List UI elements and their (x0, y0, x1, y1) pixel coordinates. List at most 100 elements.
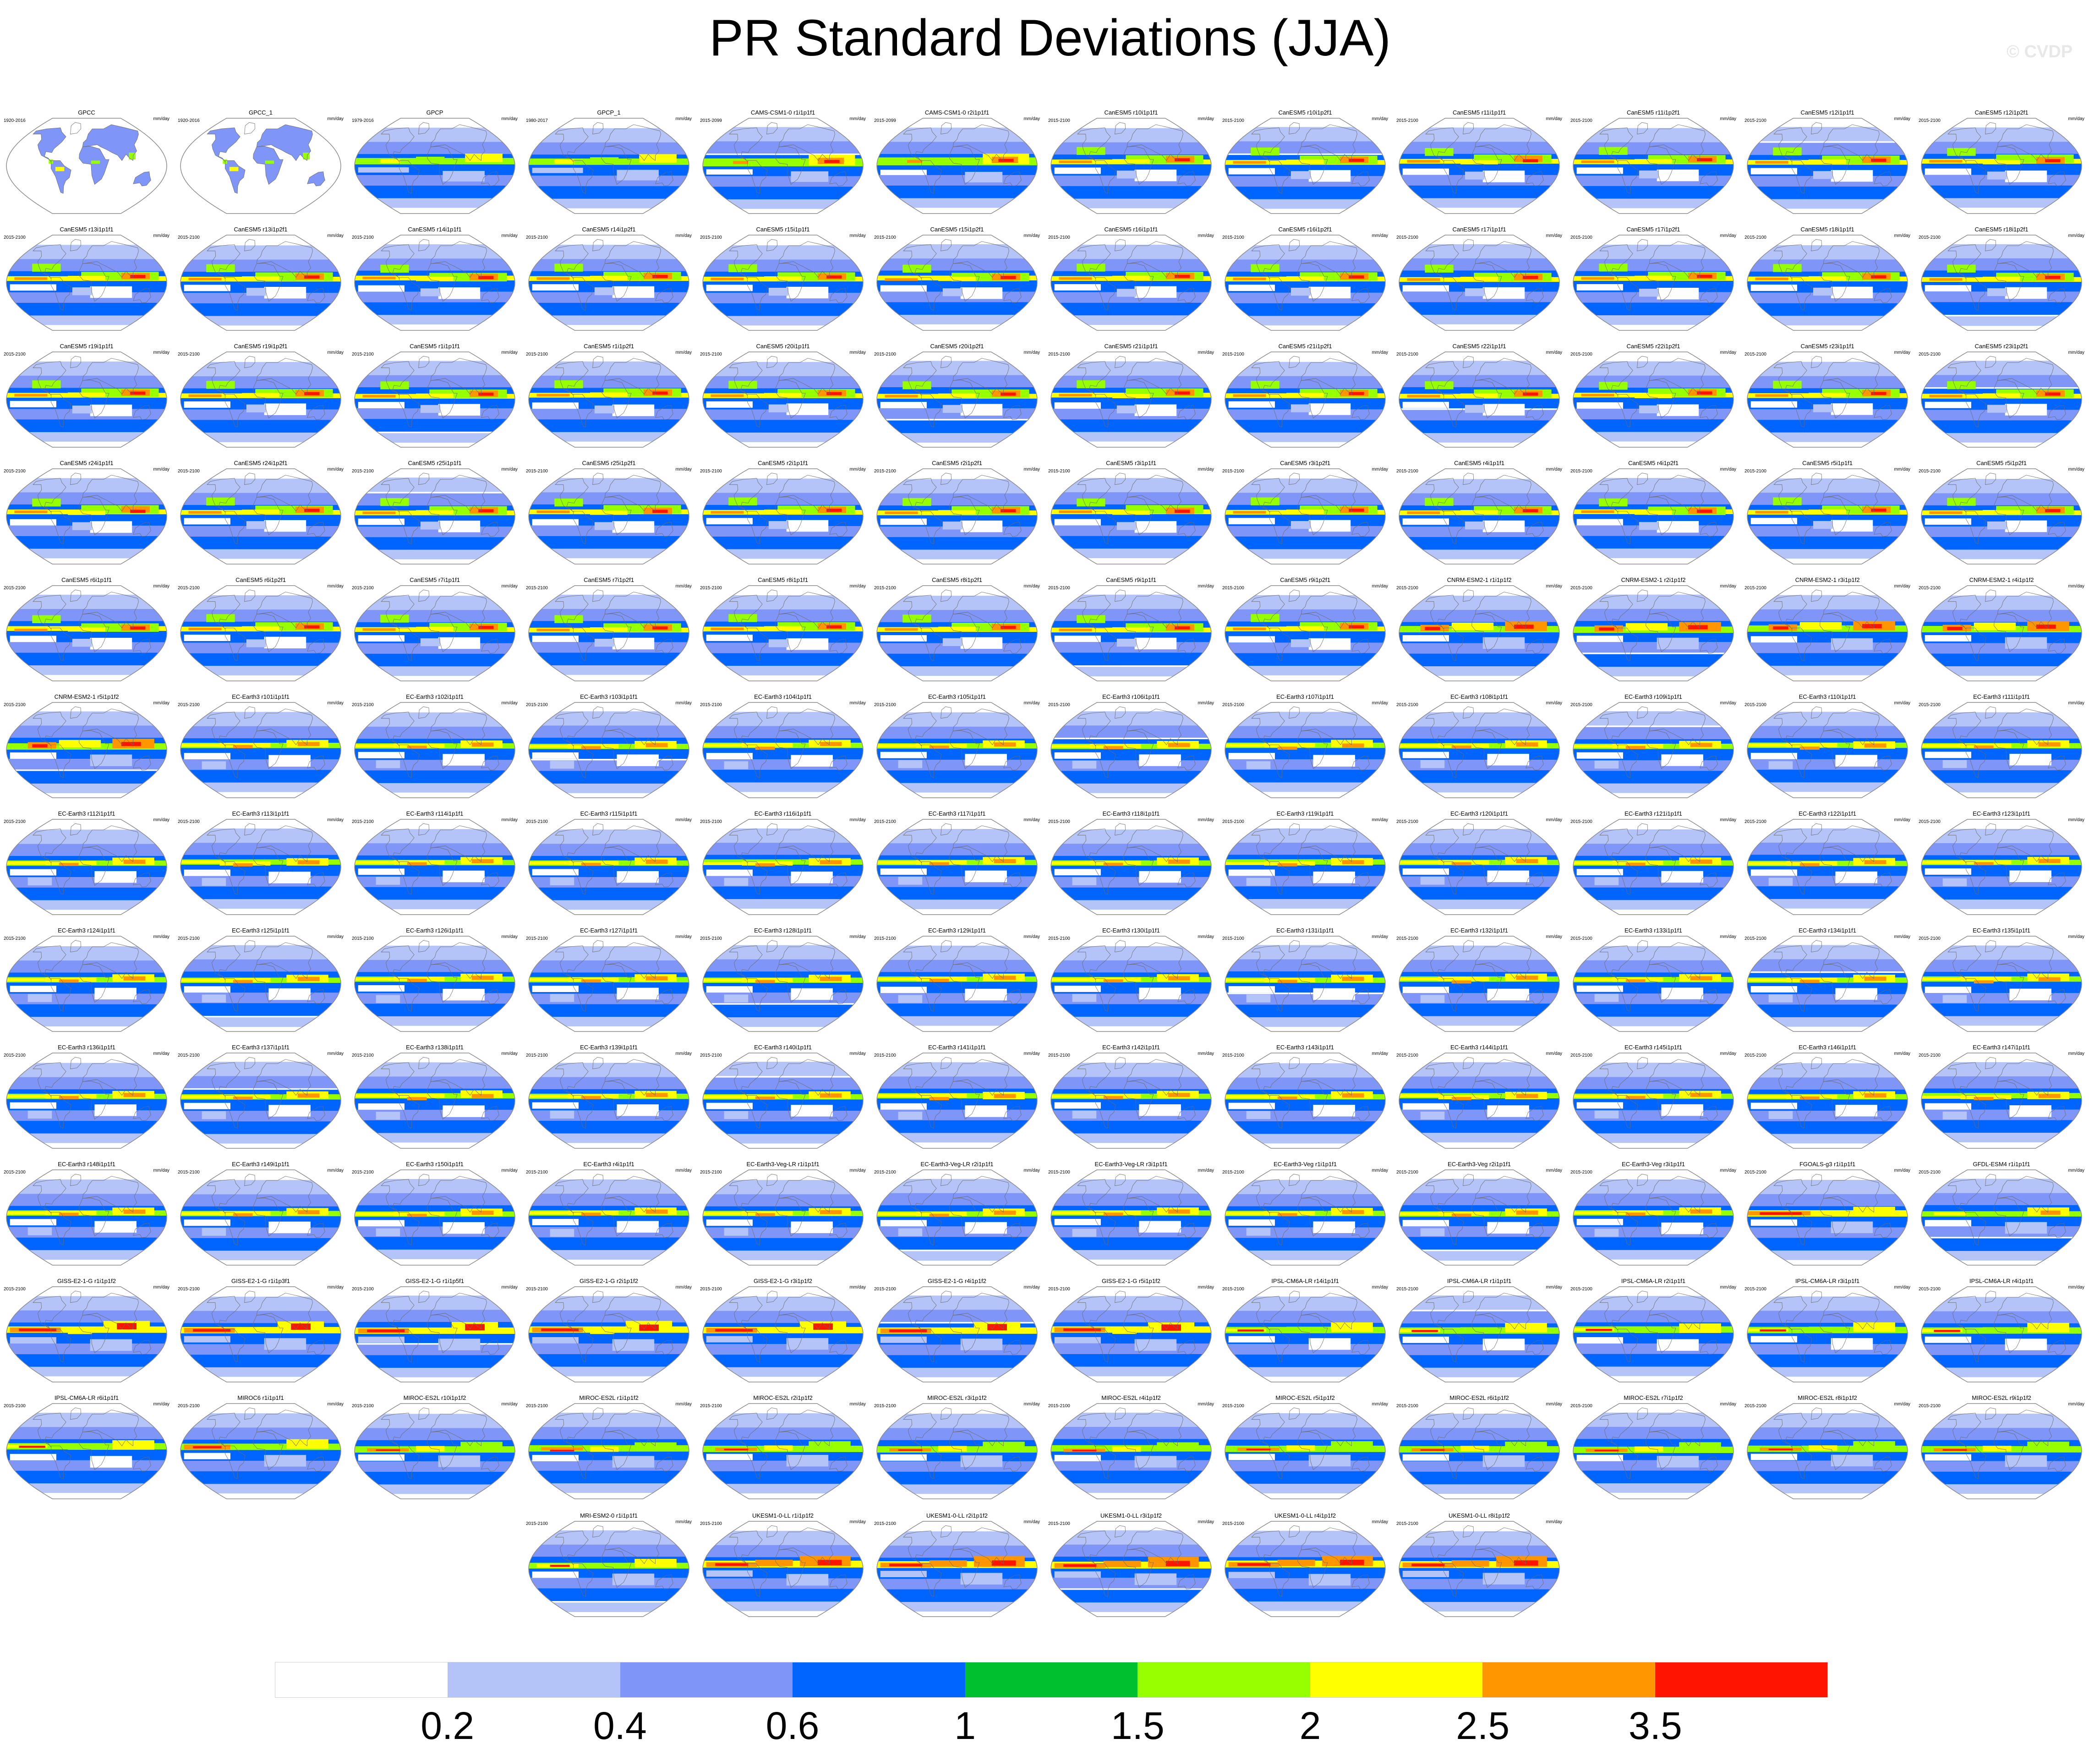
contour-band (877, 537, 1037, 550)
panel-title: EC-Earth3 r108i1p1f1 (1450, 693, 1508, 700)
coastline (747, 1329, 768, 1362)
coastline (1526, 989, 1544, 1004)
contour-band (6, 960, 167, 973)
contour-band (10, 1453, 56, 1460)
coastline (1443, 1446, 1464, 1479)
map-field (528, 936, 689, 1032)
contour-band (1134, 404, 1177, 416)
contour-band (6, 609, 167, 621)
contour-band (6, 548, 167, 559)
contour-band (1072, 761, 1097, 769)
map-panel: EC-Earth3 r129i1p1f1 2015-2100 mm/day (872, 927, 1042, 1033)
panel-years: 2015-2100 (178, 936, 200, 941)
panel-years: 2015-2100 (1919, 819, 1941, 824)
panel-units: mm/day (1546, 701, 1562, 706)
coastline (601, 1431, 632, 1470)
coastline (1351, 1457, 1370, 1472)
contour-band (1168, 859, 1190, 864)
panel-years: 2015-2100 (526, 352, 548, 357)
contour-band (706, 1453, 753, 1460)
panel-years: 2015-2100 (1919, 1170, 1941, 1175)
coastline (729, 127, 763, 162)
contour-band (1925, 285, 1971, 292)
contour-band (91, 160, 100, 164)
coastline (555, 1296, 589, 1331)
contour-band (965, 988, 1007, 1001)
contour-band (590, 157, 619, 163)
contour-band (652, 274, 668, 278)
contour-band (786, 520, 829, 532)
contour-band (1402, 987, 1449, 993)
panel-years: 2015-2100 (4, 1170, 26, 1175)
coastline (1095, 745, 1116, 778)
map-field (354, 1053, 515, 1149)
map-outline (6, 1053, 167, 1149)
contour-band (180, 362, 341, 377)
map-panel: EC-Earth3 r4i1p1f1 2015-2100 mm/day (524, 1161, 694, 1267)
map-field (6, 1286, 167, 1382)
contour-band (355, 1461, 515, 1472)
map-field (1921, 351, 2082, 448)
map-outline (876, 351, 1038, 448)
panel-units: mm/day (1023, 584, 1040, 589)
contour-band (581, 979, 601, 983)
contour-band (1983, 393, 2020, 398)
contour-band (355, 493, 515, 506)
coastline (1127, 1409, 1183, 1447)
panel-units: mm/day (153, 934, 170, 939)
map-outline (1399, 1403, 1560, 1499)
contour-band (877, 493, 1037, 506)
contour-band (478, 509, 494, 513)
panel-years: 2015-2100 (1745, 1053, 1766, 1058)
coastline (1003, 1223, 1022, 1238)
contour-band (1921, 1016, 2082, 1026)
contour-band (880, 170, 927, 176)
contour-band (877, 829, 1037, 844)
map-panel: MIROC-ES2L r4i1p1f2 2015-2100 mm/day (1046, 1394, 1216, 1501)
coastline (33, 361, 66, 396)
contour-band (1573, 492, 1734, 505)
contour-band (1482, 170, 1525, 182)
contour-band (960, 521, 1003, 532)
contour-band (617, 1104, 659, 1116)
contour-band (68, 627, 105, 632)
coastline (1177, 1106, 1196, 1121)
contour-band (1573, 654, 1734, 667)
contour-band (90, 404, 132, 417)
contour-band (1349, 275, 1364, 279)
panel-title: CanESM5 r2i1p2f1 (932, 460, 982, 466)
coastline (952, 1409, 1009, 1447)
coastline (1443, 394, 1464, 428)
map-field (1050, 1169, 1212, 1266)
coastline (1463, 823, 1474, 836)
contour-band (1747, 726, 1908, 738)
coastline (941, 940, 952, 953)
contour-band (529, 1063, 689, 1077)
contour-band (68, 392, 105, 397)
coastline (418, 1174, 430, 1186)
contour-band (703, 1212, 744, 1215)
panel-title: IPSL-CM6A-LR r14i1p1f1 (1271, 1278, 1339, 1284)
coastline (1475, 1293, 1531, 1330)
contour-band (27, 994, 52, 1002)
coastline (1123, 613, 1154, 653)
panel-years: 2015-2100 (1222, 1053, 1244, 1058)
contour-band (202, 1228, 226, 1236)
contour-band (529, 245, 689, 259)
coastline (1123, 379, 1154, 419)
contour-band (1051, 1296, 1211, 1311)
contour-band (1921, 420, 2082, 433)
contour-band (1925, 401, 1971, 408)
land-field (207, 127, 241, 162)
contour-band (706, 285, 753, 291)
map-outline (1573, 351, 1734, 448)
contour-band (529, 142, 689, 155)
coastline (224, 394, 246, 428)
contour-band (1001, 509, 1016, 513)
panel-years: 2015-2100 (1745, 1404, 1766, 1409)
map-field (6, 468, 167, 565)
contour-band (180, 782, 341, 792)
contour-band (264, 636, 306, 648)
contour-band (438, 287, 481, 299)
contour-band (1225, 245, 1385, 260)
